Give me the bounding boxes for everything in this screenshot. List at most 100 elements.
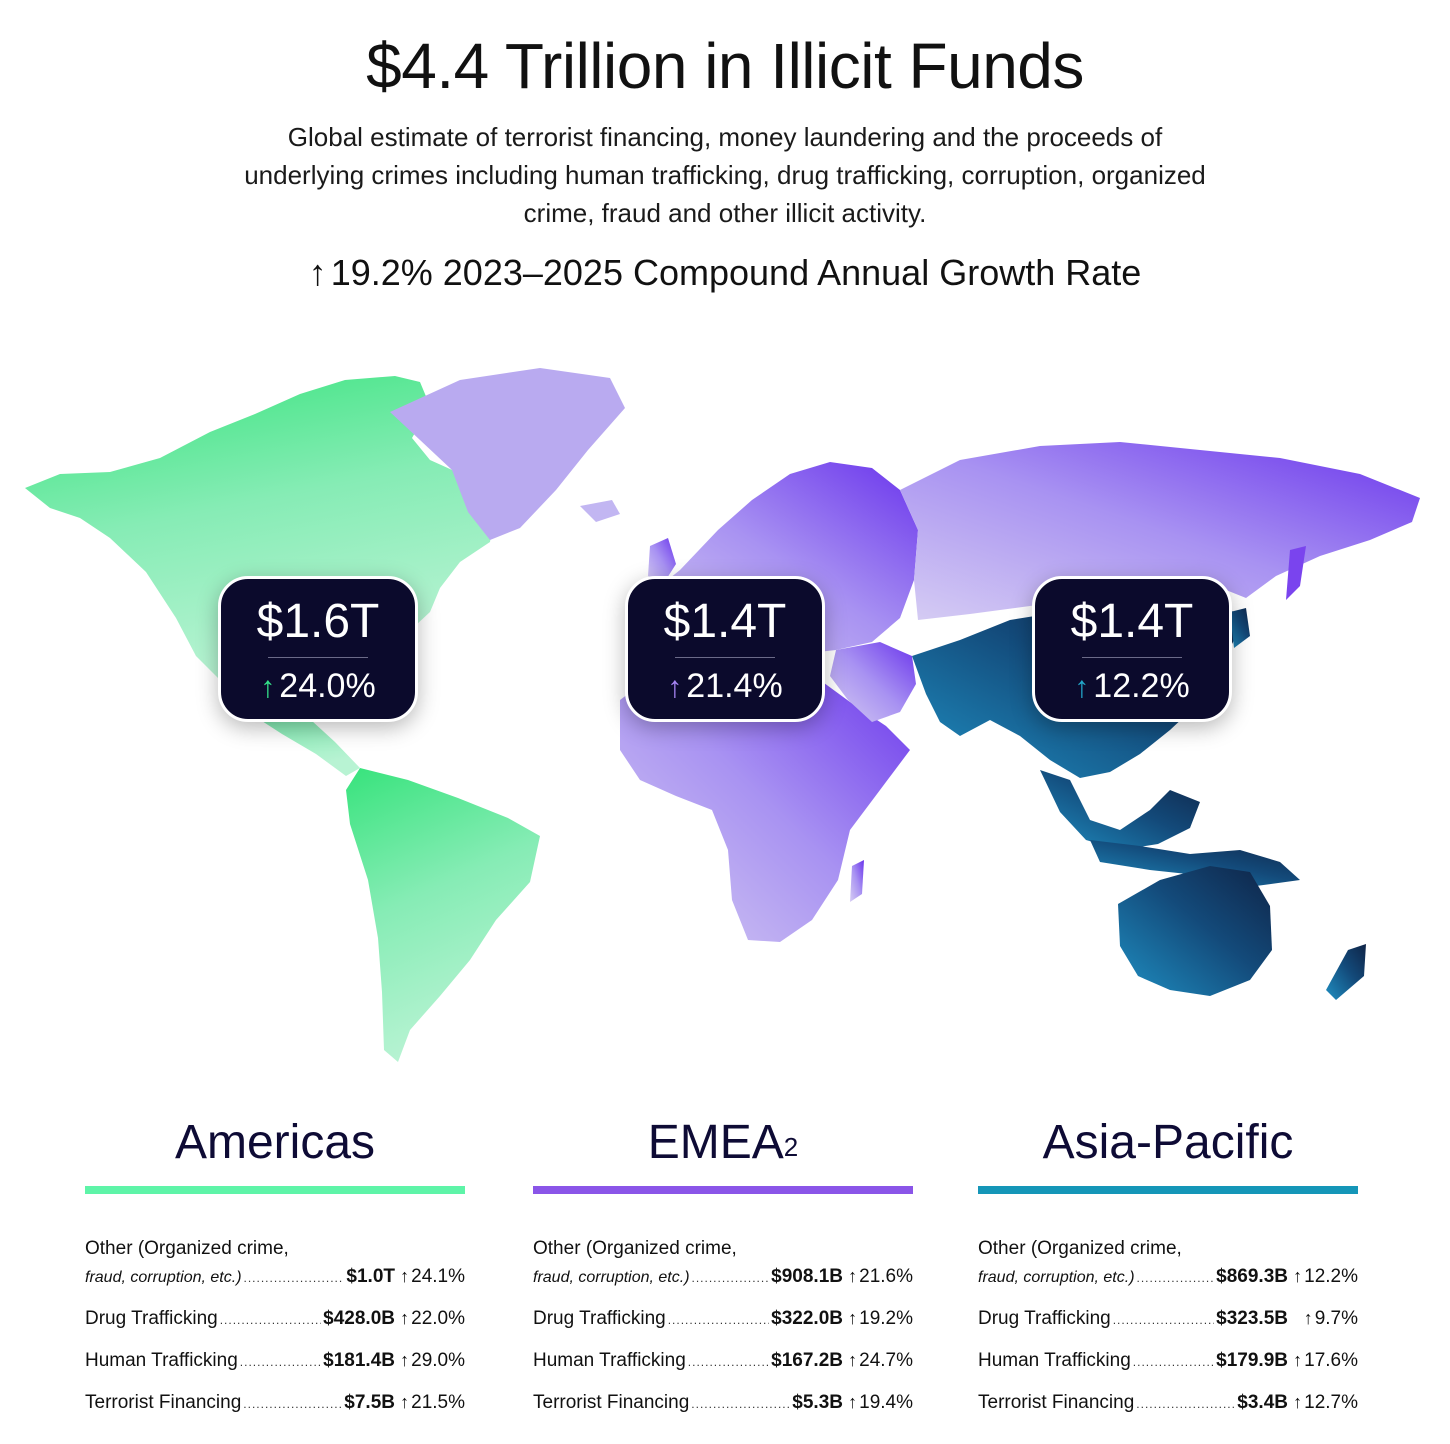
row-label: Human Trafficking [978, 1350, 1131, 1371]
asia-pacific-change-value: 12.2% [1093, 667, 1190, 705]
row-amount: $908.1B [771, 1266, 843, 1287]
row-change-value: 24.7% [859, 1350, 913, 1371]
middle-east-shape [830, 642, 916, 722]
arrow-up-icon: ↑ [848, 1266, 858, 1286]
africa-shape [620, 658, 910, 942]
row-change-value: 12.2% [1304, 1266, 1358, 1287]
asia-pacific-total-value: $1.4T [1070, 595, 1194, 648]
arrow-up-icon: ↑ [400, 1308, 410, 1328]
arrow-up-icon: ↑ [848, 1350, 858, 1370]
page-title: $4.4 Trillion in Illicit Funds [366, 30, 1084, 102]
southeast-asia-shape [1040, 770, 1200, 850]
dot-leader [1133, 1355, 1214, 1369]
row-label: Drug Trafficking [85, 1308, 218, 1329]
emea-bubble: $1.4T ↑ 21.4% [625, 576, 825, 722]
russia-shape [900, 442, 1420, 620]
arrow-up-icon: ↑ [260, 671, 276, 704]
row-amount: $869.3B [1216, 1266, 1288, 1287]
dot-leader [243, 1397, 342, 1411]
emea-landmass [620, 462, 918, 942]
row-change-value: 24.1% [411, 1266, 465, 1287]
row-change: ↑ 21.6% [843, 1266, 913, 1288]
row-change-value: 22.0% [411, 1308, 465, 1329]
row-change-value: 9.7% [1314, 1308, 1358, 1329]
row-amount: $323.5B [1216, 1308, 1288, 1329]
arrow-up-icon: ↑ [1293, 1266, 1303, 1286]
row-label: Human Trafficking [85, 1350, 238, 1371]
uk-shape [648, 538, 676, 586]
table-row: Terrorist Financing $5.3B↑19.4% [533, 1392, 913, 1414]
row-label: Other [978, 1238, 1026, 1259]
table-row: Human Trafficking $167.2B↑24.7% [533, 1350, 913, 1372]
arrow-up-icon: ↑ [848, 1392, 858, 1412]
row-change: ↑ 29.0% [395, 1350, 465, 1372]
table-row: Terrorist Financing $3.4B↑12.7% [978, 1392, 1358, 1414]
row-change: ↑ 12.7% [1288, 1392, 1358, 1414]
row-change-value: 17.6% [1304, 1350, 1358, 1371]
americas-accent-bar [85, 1186, 465, 1194]
arrow-up-icon: ↑ [400, 1266, 410, 1286]
table-row: Terrorist Financing $7.5B↑21.5% [85, 1392, 465, 1414]
new-zealand-shape [1326, 944, 1366, 1000]
emea-accent-bar [533, 1186, 913, 1194]
madagascar-shape [850, 860, 864, 902]
row-amount: $5.3B [792, 1392, 843, 1413]
row-change: ↑ 24.7% [843, 1350, 913, 1372]
row-change: ↑ 17.6% [1288, 1350, 1358, 1372]
asia-pacific-change: ↑ 12.2% [1035, 666, 1229, 708]
dot-leader [688, 1355, 769, 1369]
row-change: ↑ 9.7% [1288, 1308, 1358, 1330]
row-change: ↑ 12.2% [1288, 1266, 1358, 1288]
row-change-value: 29.0% [411, 1350, 465, 1371]
row-change-value: 21.5% [411, 1392, 465, 1413]
row-change-value: 19.2% [859, 1308, 913, 1329]
arrow-up-icon: ↑ [1293, 1392, 1303, 1412]
row-change-value: 12.7% [1304, 1392, 1358, 1413]
kamchatka-shape [1286, 546, 1306, 600]
row-label: Terrorist Financing [533, 1392, 690, 1413]
dot-leader [220, 1313, 321, 1327]
arrow-up-icon: ↑ [400, 1392, 410, 1412]
dot-leader [691, 1397, 790, 1411]
row-amount: $181.4B [323, 1350, 395, 1371]
arrow-up-icon: ↑ [400, 1350, 410, 1370]
emea-heading: EMEA2 [533, 1112, 913, 1174]
row-label: Other [533, 1238, 581, 1259]
row-amount: $322.0B [771, 1308, 843, 1329]
row-amount: $167.2B [771, 1350, 843, 1371]
americas-change-value: 24.0% [279, 667, 376, 705]
list-item: Other (Organized crime, [533, 1238, 737, 1260]
table-row: fraud, corruption, etc.) $908.1B↑21.6% [533, 1266, 913, 1288]
row-amount: $3.4B [1237, 1392, 1288, 1413]
americas-total-value: $1.6T [256, 595, 380, 648]
americas-heading: Americas [174, 1116, 376, 1169]
row-note: (Organized crime, [1030, 1238, 1182, 1259]
table-row: Drug Trafficking$323.5B↑9.7% [978, 1308, 1358, 1330]
americas-section-header: Americas [85, 1112, 465, 1194]
list-item: Other (Organized crime, [978, 1238, 1182, 1260]
row-label: Terrorist Financing [978, 1392, 1135, 1413]
emea-change-value: 21.4% [686, 667, 783, 705]
bubble-divider [268, 657, 368, 658]
americas-bubble: $1.6T ↑ 24.0% [218, 576, 418, 722]
row-amount: $7.5B [344, 1392, 395, 1413]
table-row: Human Trafficking $181.4B↑29.0% [85, 1350, 465, 1372]
row-change: ↑ 19.4% [843, 1392, 913, 1414]
bubble-divider [1082, 657, 1182, 658]
emea-change: ↑ 21.4% [628, 666, 822, 708]
world-map [25, 368, 1420, 1062]
dot-leader [1136, 1397, 1235, 1411]
table-row: fraud, corruption, etc.) $1.0T↑24.1% [85, 1266, 465, 1288]
row-change-value: 19.4% [859, 1392, 913, 1413]
row-change: ↑ 19.2% [843, 1308, 913, 1330]
arrow-up-icon: ↑ [1303, 1308, 1313, 1328]
row-label: Drug Trafficking [978, 1308, 1111, 1329]
row-label: fraud, corruption, etc.) [85, 1269, 242, 1286]
asia-pacific-accent-bar [978, 1186, 1358, 1194]
dot-leader [1137, 1271, 1215, 1285]
table-row: Drug Trafficking $322.0B↑19.2% [533, 1308, 913, 1330]
row-amount: $179.9B [1216, 1350, 1288, 1371]
table-row: Drug Trafficking $428.0B↑22.0% [85, 1308, 465, 1330]
emea-heading-text: EMEA [647, 1116, 784, 1169]
row-amount: $428.0B [323, 1308, 395, 1329]
